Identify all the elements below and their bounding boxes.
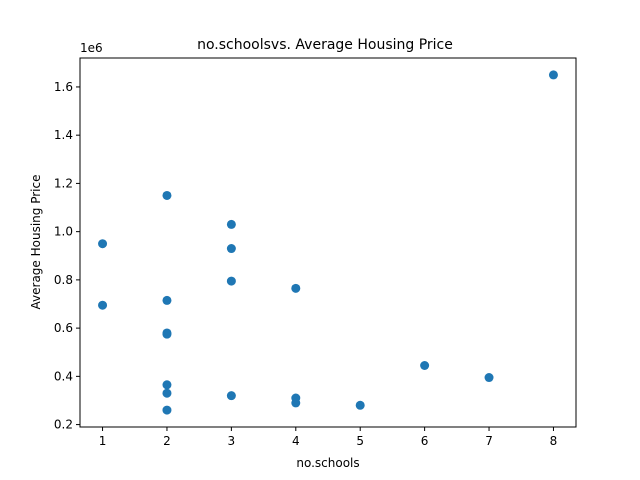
data-point: [291, 283, 301, 293]
data-point: [291, 398, 301, 408]
data-point: [226, 244, 236, 254]
y-tick-label: 1.6: [54, 80, 73, 94]
y-tick-label: 1.2: [54, 176, 73, 190]
y-offset-label: 1e6: [80, 41, 103, 55]
data-point: [355, 400, 365, 410]
data-point: [98, 300, 108, 310]
data-point: [162, 329, 172, 339]
x-tick-label: 4: [292, 434, 300, 448]
data-point: [162, 190, 172, 200]
data-point: [226, 391, 236, 401]
data-point: [226, 276, 236, 286]
y-tick-label: 0.6: [54, 321, 73, 335]
axis-ticks: 1 2 3 4 5 6 7 8 0.2 0.4 0.6 0.8 1.0 1.2 1.4 1.6: [54, 80, 557, 448]
plot-frame: [79, 57, 577, 428]
x-tick-label: 6: [421, 434, 429, 448]
y-tick-label: 0.2: [54, 418, 73, 432]
data-point: [420, 361, 430, 370]
chart-title: no.schoolsvs. Average Housing Price: [197, 37, 453, 53]
data-points: [98, 70, 558, 415]
y-tick-label: 1.0: [54, 225, 73, 239]
data-point: [484, 373, 494, 383]
y-tick-label: 0.8: [54, 273, 73, 287]
data-point: [162, 405, 172, 415]
x-tick-label: 2: [163, 434, 171, 448]
data-point: [162, 380, 172, 390]
x-tick-label: 1: [99, 434, 107, 448]
x-axis-label: no.schools: [296, 456, 359, 470]
x-tick-label: 8: [550, 434, 558, 448]
y-tick-label: 0.4: [54, 369, 73, 383]
data-point: [548, 70, 558, 80]
y-tick-label: 1.4: [54, 128, 73, 142]
x-tick-label: 7: [485, 434, 493, 448]
data-point: [226, 219, 236, 229]
data-point: [98, 239, 108, 249]
x-tick-label: 5: [356, 434, 364, 448]
x-tick-label: 3: [228, 434, 236, 448]
y-axis-label: Average Housing Price: [29, 175, 43, 310]
data-point: [162, 388, 172, 398]
data-point: [162, 295, 172, 305]
